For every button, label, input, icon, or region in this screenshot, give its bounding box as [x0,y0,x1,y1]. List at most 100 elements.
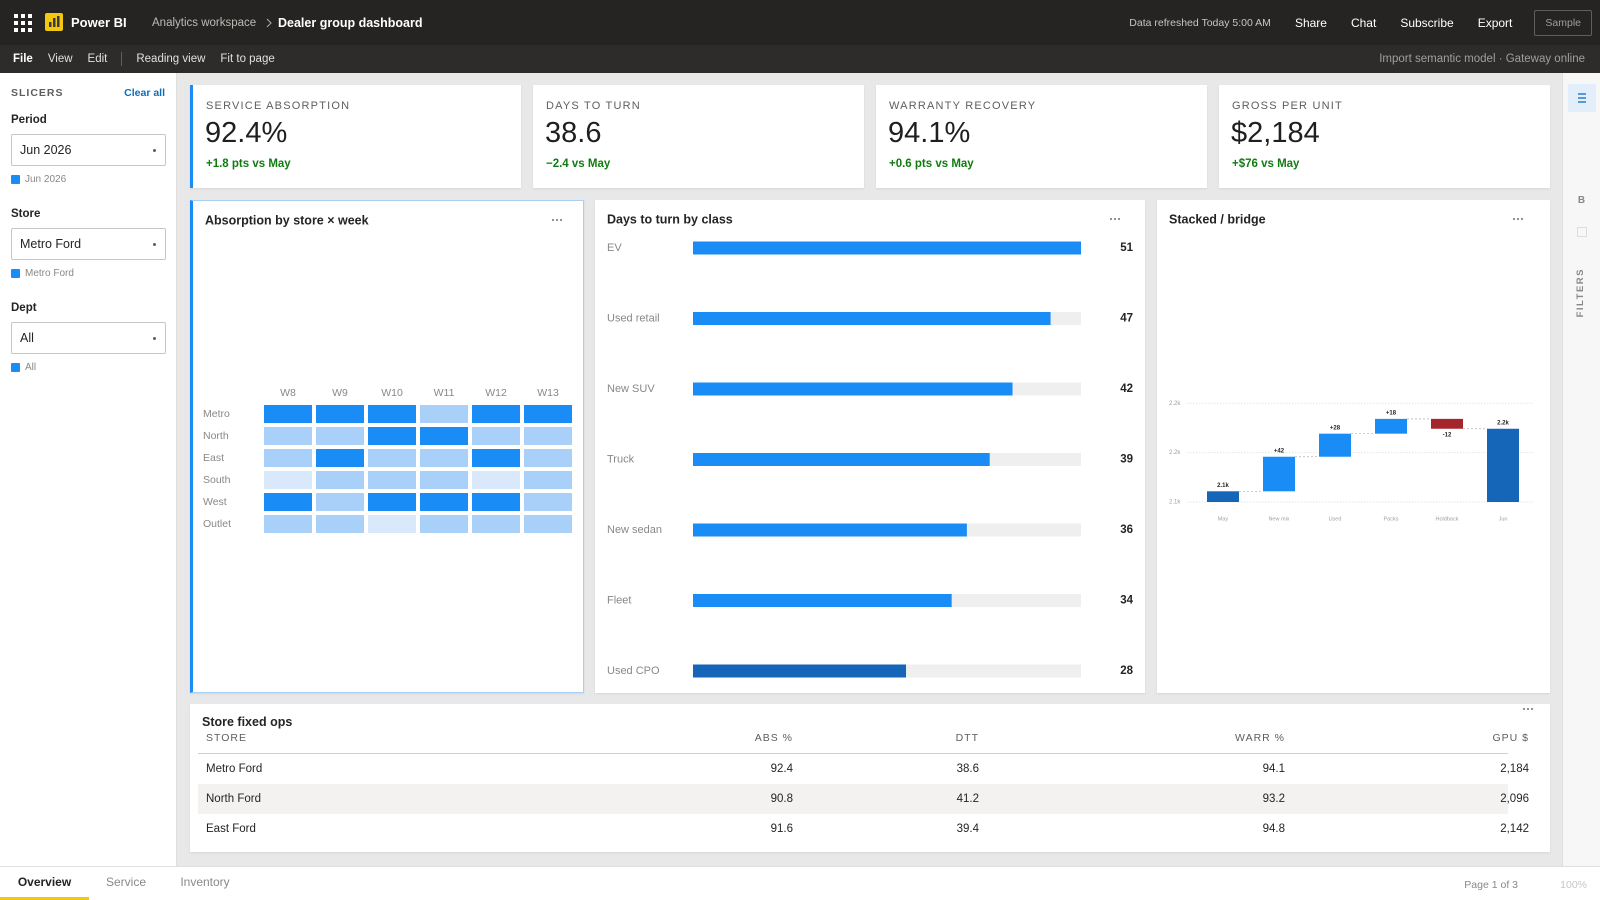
heatmap-card-svg: Absorption by store × week W8 W9 W10 W11 W12 W… [203,213,572,533]
table-cell: 92.4 [770,763,793,775]
slicer-dropdown[interactable]: All [11,322,166,354]
heat-cell [420,471,468,489]
app-launcher[interactable] [14,14,32,32]
heat-cell [264,515,312,533]
bar-card-svg: Days to turn by class EV 51 Used retail 47 Ne… [607,212,1134,678]
kpi-delta: +$76 vs May [1232,158,1300,170]
app-name: Power BI [71,15,127,30]
column-header: DTT [955,732,979,744]
table-cell: Metro Ford [206,763,263,775]
menu-item[interactable]: File [13,53,33,65]
table-cell: 2,184 [1500,763,1529,775]
kpi-card: SERVICE ABSORPTION 92.4% +1.8 pts vs May [190,85,521,188]
heat-cell [524,427,572,445]
more-options[interactable] [1113,217,1117,221]
header-rule [198,753,1508,754]
value-label: 34 [1120,595,1133,607]
page-tab[interactable]: Service [105,875,146,889]
slicer-dropdown[interactable]: Metro Ford [11,228,166,260]
more-options[interactable] [1117,217,1121,221]
more-options[interactable] [1512,217,1516,221]
kpi-label: SERVICE ABSORPTION [206,100,351,112]
slicer-chip: All [25,362,37,373]
slicer-title: SLICERS [11,87,64,99]
more-options[interactable] [555,218,559,222]
x-tick-label: Packs [1384,516,1399,522]
category-label: New sedan [607,524,662,536]
column-header: STORE [206,732,247,744]
menu-item[interactable]: View [47,53,73,65]
format-icon[interactable]: B [1577,195,1586,206]
waterfall-bar [1207,491,1239,502]
more-options[interactable] [1526,707,1530,711]
workspace-link[interactable]: Analytics workspace [152,17,257,29]
menu-items: File View Edit [0,53,107,65]
header-action[interactable]: Export [1477,15,1513,30]
more-options[interactable] [1530,707,1534,711]
view-item[interactable]: Reading view [136,53,206,65]
waterfall-card-svg: Stacked / bridge 2.1k 2.2k 2.2k 2.1k May +42 Ne… [1169,212,1533,522]
more-options[interactable] [1522,707,1526,711]
kpi-card: WARRANTY RECOVERY 94.1% +0.6 pts vs May [876,85,1207,188]
heat-cell [420,449,468,467]
category-label: Used retail [607,312,660,324]
row-label: South [203,474,231,486]
y-tick-label: 2.2k [1169,401,1181,407]
more-options[interactable] [551,218,555,222]
x-tick-label: Holdback [1436,516,1459,522]
kpi-delta: +0.6 pts vs May [889,158,974,170]
menu-separator [121,52,123,66]
visual-title: Stacked / bridge [1169,212,1266,226]
kpi-label: GROSS PER UNIT [1232,100,1343,112]
more-options[interactable] [1520,217,1524,221]
filters-label[interactable]: FILTERS [1575,268,1586,318]
row-label: Outlet [203,518,231,530]
sample-button[interactable]: Sample [1534,9,1592,36]
table-title: Store fixed ops [202,715,293,729]
breadcrumb-chevron [266,18,272,28]
menu-item[interactable]: Edit [87,53,108,65]
row-label: East [203,452,224,464]
slicer-label: Period [11,114,47,126]
dropdown-caret [153,243,156,246]
slicer-value: Jun 2026 [20,143,72,157]
more-options[interactable] [1516,217,1520,221]
header-action[interactable]: Chat [1350,15,1377,30]
kpi-value: 94.1% [888,117,971,149]
visual-icon[interactable] [1568,84,1596,112]
heat-cell [316,427,364,445]
waterfall-bar [1263,456,1295,492]
table-cell: East Ford [206,823,256,835]
zoom-level[interactable]: 100% [1560,879,1587,891]
category-label: Truck [607,453,635,465]
bar [693,241,1081,255]
heat-cell [316,405,364,423]
blank-icon[interactable] [1577,227,1587,237]
slicer-dropdown[interactable]: Jun 2026 [11,134,166,166]
heat-cell [368,471,416,489]
page-tab[interactable]: Overview [0,867,89,900]
heat-cell [472,515,520,533]
page-tab[interactable]: Inventory [180,875,230,889]
heat-cell [524,515,572,533]
value-label: +42 [1274,448,1285,454]
slicer-label: Dept [11,302,37,314]
table-cell: 38.6 [956,763,979,775]
header-action[interactable]: Share [1294,15,1327,30]
heat-cell [264,427,312,445]
row-label: North [203,430,229,442]
kpi-card: GROSS PER UNIT $2,184 +$76 vs May [1219,85,1550,188]
view-item[interactable]: Fit to page [220,53,275,65]
clear-all[interactable]: Clear all [124,87,165,99]
menu-bar: File View Edit Reading view Fit to page Imp… [0,45,1600,73]
bar-card: Days to turn by class EV 51 Used retail 47 Ne… [595,200,1145,693]
refresh-status: Data refreshed Today 5:00 AM [1129,16,1271,29]
slicer-chip: Jun 2026 [25,174,67,185]
more-options[interactable] [559,218,563,222]
kpi-delta: −2.4 vs May [546,158,611,170]
more-options[interactable] [1109,217,1113,221]
header-action[interactable]: Subscribe [1400,15,1454,30]
heat-cell [472,405,520,423]
waterfall-bar [1431,418,1463,429]
